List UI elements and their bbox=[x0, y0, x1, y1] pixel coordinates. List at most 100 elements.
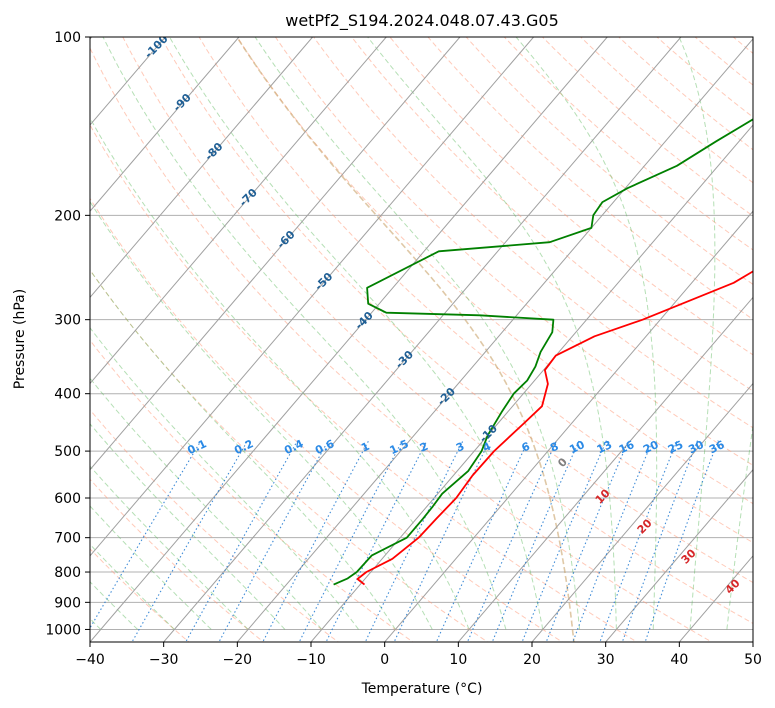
mixing-ratio-line bbox=[218, 440, 329, 642]
mixing-ratio-label: 30 bbox=[686, 438, 706, 456]
mixing-ratio-label: 16 bbox=[617, 438, 637, 456]
mixing-ratio-label: 36 bbox=[707, 438, 727, 456]
mixing-ratio-label: 0.2 bbox=[232, 437, 255, 457]
mixing-ratio-label: 8 bbox=[548, 440, 560, 455]
mixing-ratio-label: 20 bbox=[641, 438, 661, 456]
moist-adiabat-line bbox=[254, 37, 581, 630]
isotherm-line bbox=[90, 37, 608, 642]
dry-adiabat-line bbox=[90, 47, 713, 642]
mixing-ratio-label: 13 bbox=[595, 438, 614, 456]
isotherm-line bbox=[752, 641, 753, 642]
mixing-ratio-label: 6 bbox=[520, 440, 533, 455]
x-tick-label: −20 bbox=[223, 652, 253, 668]
theta-e-label: 20 bbox=[635, 516, 655, 536]
theta-e-label: 30 bbox=[679, 546, 699, 566]
plot-frame bbox=[89, 36, 754, 643]
y-tick-label: 500 bbox=[54, 444, 81, 460]
x-tick-label: −40 bbox=[75, 652, 105, 668]
dewpoint-line bbox=[333, 118, 753, 586]
mixing-ratio-line bbox=[621, 440, 699, 642]
mixing-ratio-label: 0.4 bbox=[282, 437, 305, 457]
mixing-ratio-label: 0.6 bbox=[313, 437, 336, 457]
profile-lines bbox=[333, 118, 753, 586]
y-tick-label: 600 bbox=[54, 491, 81, 507]
moist-adiabat-line bbox=[90, 505, 212, 630]
dry-adiabat-line bbox=[160, 37, 753, 584]
isotherm-line bbox=[531, 382, 753, 642]
mixing-ratio-line bbox=[393, 440, 490, 642]
y-tick-label: 200 bbox=[54, 208, 81, 224]
dry-adiabat-line bbox=[656, 37, 753, 118]
theta-e-label: 10 bbox=[593, 486, 613, 506]
moist-adiabat-line bbox=[90, 117, 470, 630]
mixing-ratio-line bbox=[298, 440, 403, 642]
moist-adiabat-line bbox=[90, 465, 249, 630]
dry-adiabat-line bbox=[198, 37, 753, 544]
isotherm-line bbox=[90, 37, 387, 385]
theta-e-label: 0 bbox=[555, 455, 570, 470]
y-tick-label: 400 bbox=[54, 387, 81, 403]
isotherm-line bbox=[90, 37, 313, 299]
moist-adiabat-line bbox=[102, 37, 507, 630]
reference-adiabat-line bbox=[236, 37, 575, 642]
y-tick-label: 100 bbox=[54, 30, 81, 46]
temperature-line bbox=[356, 270, 753, 586]
mixing-ratio-label: 10 bbox=[567, 438, 587, 456]
y-tick-label: 700 bbox=[54, 531, 81, 547]
dry-adiabat-line bbox=[90, 269, 489, 642]
x-tick-label: 10 bbox=[449, 652, 467, 668]
chart-title: wetPf2_S194.2024.048.07.43.G05 bbox=[285, 11, 559, 31]
isotherm-line bbox=[310, 124, 753, 642]
dry-adiabat-line bbox=[351, 37, 753, 392]
x-axis-label: Temperature (°C) bbox=[361, 681, 483, 697]
mixing-ratio-label: 2 bbox=[418, 440, 430, 455]
dry-adiabat-line bbox=[389, 37, 753, 356]
dry-adiabat-line bbox=[541, 37, 753, 217]
dry-adiabat-line bbox=[90, 548, 190, 642]
dry-adiabat-line bbox=[90, 478, 265, 642]
theta-e-label: 40 bbox=[723, 576, 743, 596]
y-tick-label: 800 bbox=[54, 565, 81, 581]
mixing-ratio-line bbox=[521, 440, 607, 642]
mixing-ratio-line bbox=[644, 440, 719, 642]
x-tick-label: −10 bbox=[296, 652, 326, 668]
y-axis-label: Pressure (hPa) bbox=[12, 289, 28, 389]
isotherm-line bbox=[605, 468, 753, 642]
moist-adiabat-line bbox=[90, 581, 138, 630]
isotherm-line bbox=[457, 296, 753, 642]
dry-adiabat-line bbox=[90, 123, 638, 642]
isotherm-line bbox=[384, 210, 753, 642]
isotherm-line bbox=[90, 37, 461, 471]
mixing-ratio-line bbox=[572, 440, 654, 642]
moist-adiabat-line bbox=[90, 377, 323, 630]
moist-adiabat-line bbox=[90, 543, 175, 630]
x-tick-label: 20 bbox=[523, 652, 541, 668]
moist-adiabat-line bbox=[90, 200, 433, 630]
x-tick-label: 30 bbox=[597, 652, 615, 668]
dry-adiabat-line bbox=[274, 37, 753, 466]
mixing-ratio-line bbox=[131, 440, 249, 642]
moist-adiabat-line bbox=[678, 37, 716, 630]
moist-adiabat-line bbox=[90, 423, 286, 630]
dry-adiabat-line bbox=[122, 37, 753, 624]
moist-adiabat-line bbox=[726, 422, 753, 630]
x-tick-label: −30 bbox=[149, 652, 179, 668]
dry-adiabat-line bbox=[90, 197, 564, 642]
moist-adiabat-line bbox=[169, 37, 544, 630]
dry-adiabat-line bbox=[90, 339, 414, 642]
dry-adiabat-line bbox=[503, 37, 753, 251]
moist-adiabat-line bbox=[90, 269, 396, 630]
dry-adiabat-line bbox=[732, 37, 753, 54]
mixing-ratio-label: 3 bbox=[454, 440, 466, 455]
isotherm-line bbox=[236, 38, 753, 642]
dry-adiabat-line bbox=[312, 37, 753, 429]
isotherm-line bbox=[163, 37, 682, 642]
isotherm-line bbox=[90, 37, 240, 212]
x-tick-label: 40 bbox=[670, 652, 688, 668]
dry-adiabat-line bbox=[465, 37, 753, 285]
mixing-ratio-label: 25 bbox=[666, 438, 685, 456]
axes: −40 −30 −20 −10 0 10 20 30 40 5010020030040050060… bbox=[45, 30, 762, 668]
dry-adiabat-line bbox=[755, 24, 775, 645]
mixing-ratio-label: 1.5 bbox=[388, 437, 411, 457]
